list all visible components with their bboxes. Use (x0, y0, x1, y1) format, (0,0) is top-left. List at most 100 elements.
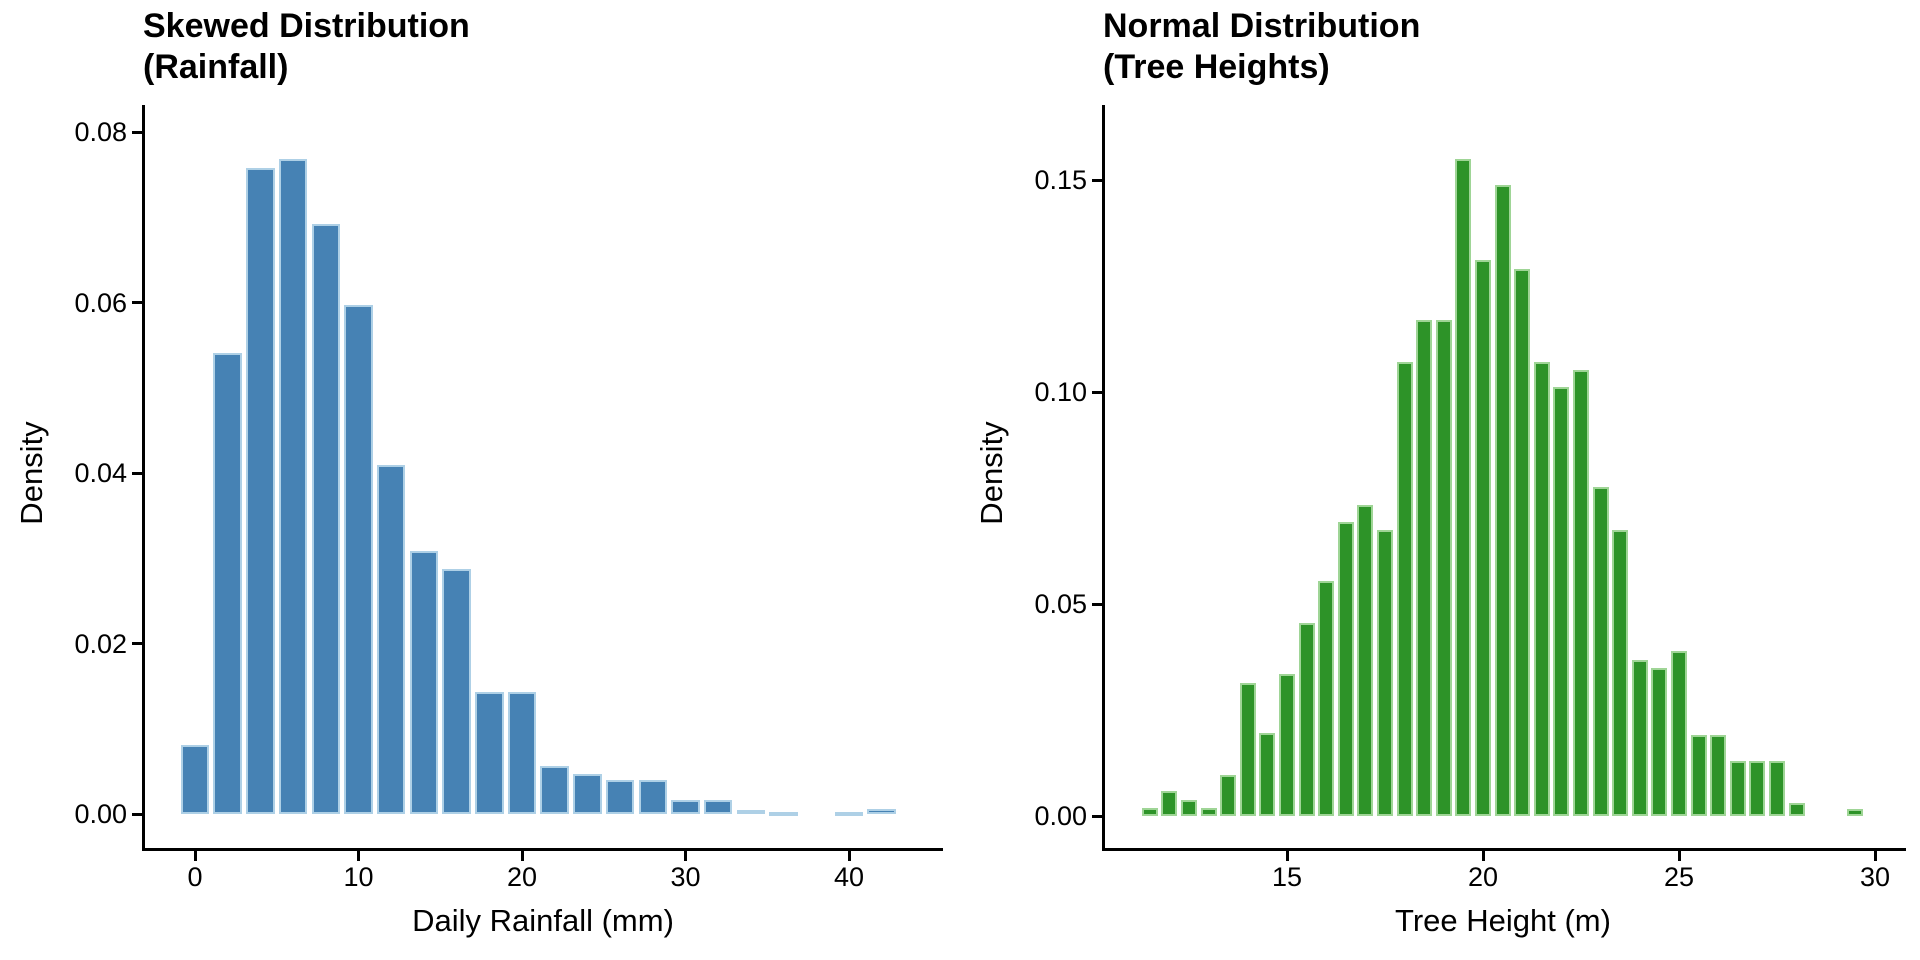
y-tick-label: 0.05 (1034, 589, 1087, 619)
y-tick-label: 0.15 (1034, 165, 1087, 195)
x-tick (1873, 851, 1877, 861)
x-tick (847, 851, 851, 861)
histogram-bar (409, 550, 439, 814)
histogram-bar (1592, 487, 1609, 816)
histogram-bar (1220, 775, 1237, 816)
histogram-bar (246, 167, 275, 814)
histogram-bar (1161, 791, 1178, 816)
y-tick (1091, 814, 1102, 818)
x-tick (684, 851, 687, 861)
x-tick (1285, 851, 1289, 861)
y-axis-title: Density (974, 421, 1009, 525)
histogram-bar (1141, 807, 1158, 816)
y-tick (131, 130, 142, 134)
y-axis-line (141, 105, 145, 851)
x-tick-label: 0 (187, 862, 203, 892)
y-axis-line (1101, 105, 1105, 851)
histogram-bar (1533, 361, 1550, 816)
x-tick-label: 20 (1467, 862, 1499, 892)
x-tick (357, 851, 360, 861)
histogram-bar (1298, 623, 1315, 816)
y-tick (1091, 390, 1102, 394)
histogram-bar (1651, 667, 1668, 816)
histogram-bar (1239, 682, 1256, 816)
histogram-bar (1749, 760, 1766, 816)
histogram-bar (573, 773, 602, 814)
histogram-bar (213, 352, 242, 814)
histogram-bar (1278, 674, 1296, 816)
x-tick-label: 20 (506, 862, 538, 892)
chart-title-tree-heights: Normal Distribution (Tree Heights) (1103, 6, 1420, 88)
x-tick (193, 851, 197, 861)
histogram-bar (671, 800, 700, 814)
x-tick (1481, 851, 1485, 861)
x-tick (1677, 851, 1681, 861)
histogram-bar (344, 305, 373, 814)
histogram-bar (180, 744, 210, 814)
histogram-bar (1376, 530, 1394, 816)
histogram-bar (1357, 505, 1374, 816)
x-tick-label: 40 (833, 862, 865, 892)
y-tick-label: 0.00 (1034, 801, 1087, 831)
histogram-bar (278, 159, 308, 814)
x-axis-title: Daily Rainfall (mm) (412, 903, 674, 938)
histogram-bar (1631, 659, 1648, 816)
y-tick-label: 0.10 (1034, 377, 1087, 407)
histogram-bar (1768, 760, 1786, 816)
x-tick-label: 30 (1859, 862, 1891, 892)
histogram-bar (1612, 530, 1629, 816)
y-tick-label: 0.00 (74, 799, 127, 829)
histogram-bar (1710, 735, 1727, 816)
histogram-bar (1847, 809, 1864, 816)
histogram-bar (1180, 800, 1198, 816)
histogram-bar (1200, 807, 1217, 816)
histogram-bar (769, 812, 798, 816)
histogram-bar (1416, 319, 1433, 816)
histogram-bar (703, 800, 733, 814)
histogram-bar (1572, 370, 1590, 816)
x-axis-line (1101, 848, 1906, 851)
histogram-bar (1435, 319, 1452, 816)
y-tick-label: 0.06 (74, 287, 127, 318)
histogram-bar (1318, 580, 1335, 816)
histogram-bar (442, 568, 471, 814)
chart-title-line1: Skewed Distribution (143, 7, 470, 45)
histogram-bar (638, 779, 668, 814)
x-axis-title: Tree Height (m) (1395, 903, 1611, 938)
histogram-bar (376, 465, 406, 814)
histogram-bar (1553, 387, 1570, 816)
histogram-bar (1514, 268, 1531, 816)
y-tick (1091, 602, 1102, 606)
histogram-bar (1729, 760, 1746, 816)
histogram-bar (1494, 184, 1511, 816)
histogram-bar (834, 812, 864, 816)
histogram-bar (1670, 651, 1688, 816)
chart-title-line2: (Rainfall) (143, 48, 289, 86)
histogram-bar (475, 692, 504, 814)
histogram-bar (1455, 158, 1472, 816)
y-tick-label: 0.04 (74, 458, 127, 488)
y-tick (131, 642, 142, 645)
chart-title-line1: Normal Distribution (1103, 7, 1421, 45)
histogram-bar (1788, 802, 1805, 816)
histogram-bar (1474, 260, 1492, 816)
chart-title-rainfall: Skewed Distribution (Rainfall) (143, 6, 470, 88)
histogram-bar (1690, 735, 1707, 816)
y-tick-label: 0.02 (74, 628, 127, 659)
x-tick-label: 25 (1663, 862, 1695, 892)
histogram-bar (1259, 733, 1276, 816)
y-tick (131, 812, 142, 816)
x-axis-line (141, 848, 943, 851)
histogram-bar (736, 809, 766, 814)
x-tick-label: 10 (343, 862, 374, 892)
y-tick (1091, 178, 1102, 182)
x-tick-label: 30 (670, 862, 701, 892)
histogram-bar (605, 779, 635, 814)
y-tick-label: 0.08 (74, 117, 127, 147)
y-tick (131, 301, 142, 304)
histogram-bar (867, 808, 896, 814)
x-tick-label: 15 (1271, 862, 1303, 892)
histogram-bar (1337, 521, 1354, 816)
x-tick (520, 851, 524, 861)
